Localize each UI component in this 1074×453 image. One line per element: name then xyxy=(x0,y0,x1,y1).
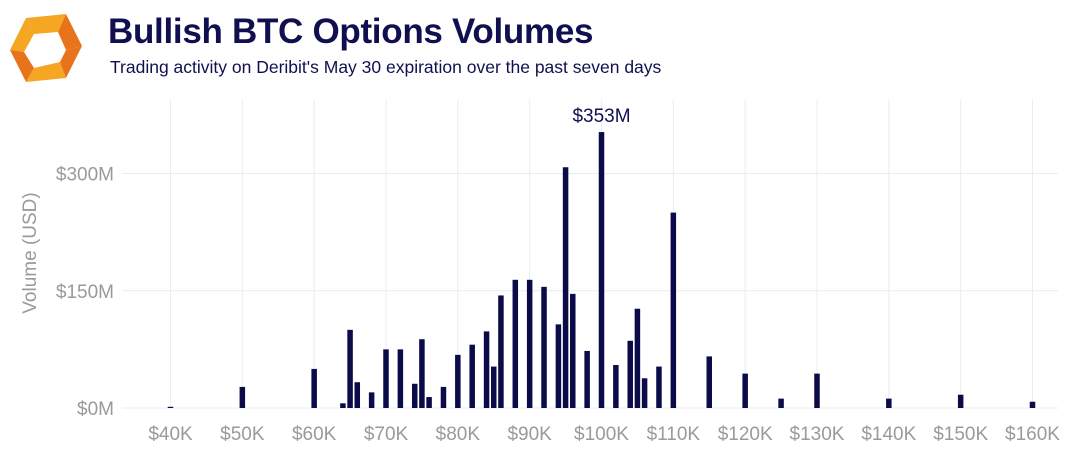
y-tick-label: $0M xyxy=(77,399,114,420)
bar xyxy=(706,356,712,408)
x-tick-label: $110K xyxy=(647,424,701,445)
bar xyxy=(598,132,605,409)
bar xyxy=(886,398,892,408)
x-tick-label: $100K xyxy=(574,424,629,445)
bars xyxy=(167,132,1036,409)
bar xyxy=(634,308,641,408)
bar xyxy=(419,339,425,408)
bar xyxy=(239,386,246,408)
x-tick-label: $150K xyxy=(933,424,988,445)
x-tick-label: $120K xyxy=(718,424,773,445)
bar xyxy=(491,366,497,408)
bar xyxy=(526,279,533,408)
bar xyxy=(340,403,346,408)
bar xyxy=(440,386,447,408)
x-tick-label: $60K xyxy=(292,424,337,445)
bar xyxy=(562,167,569,408)
bar xyxy=(483,331,490,408)
y-axis-title: Volume (USD) xyxy=(20,192,41,313)
bar xyxy=(397,349,404,408)
grid-lines xyxy=(122,100,1058,409)
axes: $40K $50K $60K $70K $80K $90K $100K $110K $120K $… xyxy=(56,106,1060,445)
bar xyxy=(742,373,748,408)
bar xyxy=(627,340,633,408)
bar xyxy=(512,279,519,408)
bar xyxy=(957,394,964,408)
peak-value-label: $353M xyxy=(572,106,630,127)
bar xyxy=(584,350,590,408)
bar xyxy=(641,378,648,408)
x-tick-label: $40K xyxy=(148,424,193,445)
x-tick-label: $70K xyxy=(364,424,409,445)
bar xyxy=(347,329,353,408)
bar xyxy=(469,344,475,408)
x-tick-label: $160K xyxy=(1005,424,1060,445)
x-tick-label: $90K xyxy=(507,424,552,445)
x-tick-label: $130K xyxy=(790,424,845,445)
bar xyxy=(1029,401,1036,408)
chart-title: Bullish BTC Options Volumes xyxy=(108,12,594,51)
bar xyxy=(368,392,375,408)
bar xyxy=(570,293,576,408)
bar xyxy=(670,212,677,408)
y-tick-label: $150M xyxy=(56,282,114,303)
bar xyxy=(656,366,662,408)
bar xyxy=(613,365,619,408)
bar xyxy=(814,373,820,408)
coindesk-logo-icon xyxy=(10,14,82,82)
x-tick-label: $50K xyxy=(220,424,265,445)
chart-subtitle: Trading activity on Deribit's May 30 exp… xyxy=(110,57,662,77)
bar xyxy=(455,354,461,408)
y-tick-label: $300M xyxy=(56,165,114,186)
bar xyxy=(541,286,547,408)
bar xyxy=(311,368,317,408)
bar xyxy=(426,397,432,408)
bar xyxy=(411,383,418,408)
x-tick-label: $80K xyxy=(436,424,481,445)
x-tick-label: $140K xyxy=(861,424,916,445)
bar xyxy=(498,295,504,408)
bar xyxy=(778,398,784,408)
bar xyxy=(383,349,389,408)
bar xyxy=(555,324,562,408)
bar xyxy=(354,382,361,408)
bar xyxy=(167,406,174,408)
